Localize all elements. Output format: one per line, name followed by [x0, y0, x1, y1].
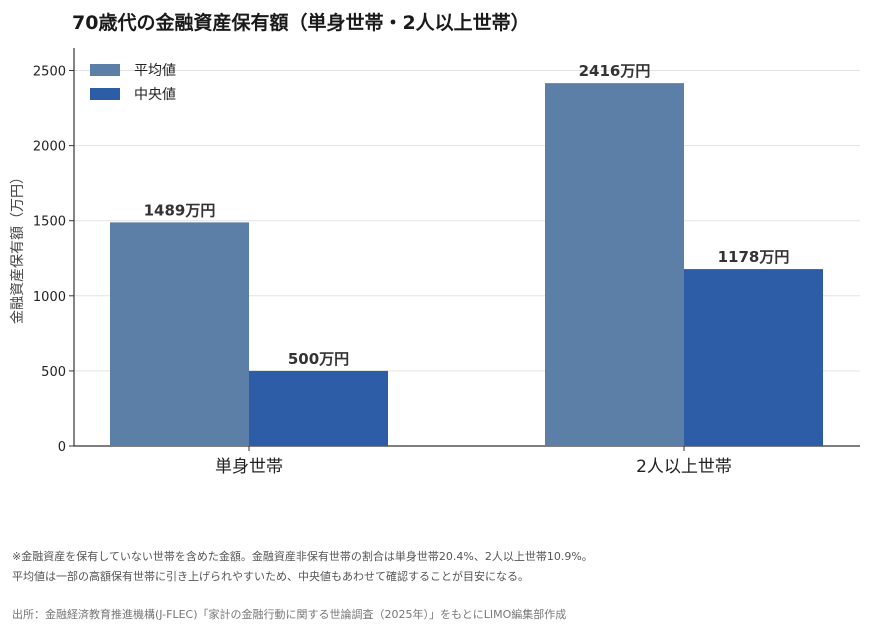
bar — [249, 370, 388, 446]
data-label: 1489万円 — [144, 201, 216, 219]
y-tick-label: 1000 — [33, 290, 66, 305]
bar-chart: 0 500 1000 1500 2000 2500 金融資産保有額（万円） 1489万円 241… — [10, 48, 860, 477]
legend-swatch — [90, 64, 120, 76]
bar — [110, 222, 249, 446]
footnote-2: 平均値は一部の高額保有世帯に引き上げられやすいため、中央値もあわせて確認すること… — [12, 570, 529, 583]
data-label: 1178万円 — [718, 248, 790, 266]
y-tick-label: 1500 — [33, 215, 66, 230]
legend-swatch — [90, 88, 120, 100]
x-tick-label: 単身世帯 — [215, 457, 283, 477]
legend-label: 中央値 — [134, 87, 176, 103]
source-note: 出所：金融経済教育推進機構(J-FLEC)「家計の金融行動に関する世論調査（20… — [12, 608, 567, 621]
legend-label: 平均値 — [134, 63, 176, 79]
footnote-1: ※金融資産を保有していない世帯を含めた金額。金融資産非保有世帯の割合は単身世帯2… — [12, 550, 593, 563]
y-tick-label: 2500 — [33, 65, 66, 80]
y-tick-label: 2000 — [33, 140, 66, 155]
y-axis-label: 金融資産保有額（万円） — [10, 170, 26, 324]
x-tick-label: 2人以上世帯 — [636, 457, 732, 477]
y-tick-label: 0 — [58, 440, 66, 455]
chart-title: 70歳代の金融資産保有額（単身世帯・2人以上世帯） — [72, 12, 530, 34]
bar — [545, 83, 684, 446]
bar — [684, 269, 823, 446]
data-label: 2416万円 — [579, 62, 651, 80]
data-label: 500万円 — [288, 350, 349, 368]
y-tick-label: 500 — [41, 365, 66, 380]
